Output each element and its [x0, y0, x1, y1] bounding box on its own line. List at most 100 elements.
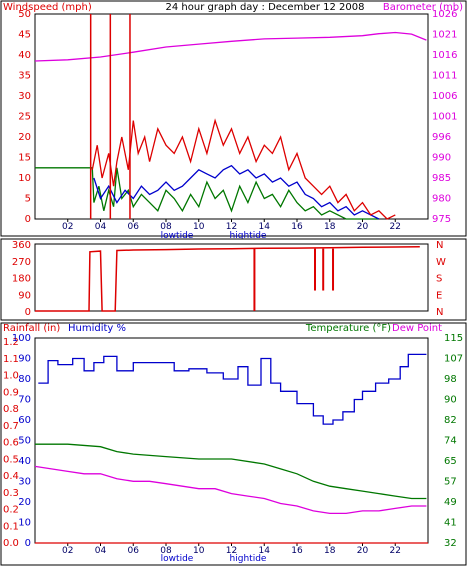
tick-label: 1016	[432, 50, 457, 61]
temperature-axis-label: Temperature (°F)	[305, 323, 391, 334]
tick-label: 180	[12, 274, 31, 285]
tick-label: 5	[25, 194, 31, 205]
tick-label: 60	[18, 415, 31, 426]
tick-label: 82	[444, 415, 457, 426]
hour-tick-label: 06	[128, 546, 140, 556]
tick-label: 15	[18, 153, 31, 164]
series-dew_point	[34, 465, 427, 515]
tick-label: 70	[18, 395, 31, 406]
tick-label: 90	[444, 395, 457, 406]
tick-label: 20	[18, 132, 31, 143]
rainfall-ticks: 1.2 1.1 1.0 0.9 0.8 0.7 0.6 0.5 0.4 0.3 0.2 0.1 0.0	[3, 337, 19, 549]
tick-label: 65	[444, 456, 457, 467]
panel-3-plot-area	[34, 337, 429, 544]
tick-label: 0	[25, 307, 31, 318]
barometer-axis-label: Barometer (mb)	[383, 2, 463, 13]
tick-label: 32	[444, 538, 457, 549]
hightide-label: hightide	[230, 231, 267, 241]
humidity-axis-label: Humidity %	[68, 323, 126, 334]
tick-label: 0.0	[3, 538, 19, 549]
tick-label: 35	[18, 71, 31, 82]
rainfall-axis-label: Rainfall (in)	[3, 323, 60, 334]
tick-label: 115	[444, 333, 463, 344]
tick-label: 74	[444, 436, 457, 447]
tick-label: 49	[444, 497, 457, 508]
tick-label: 0.7	[3, 421, 19, 432]
tick-label: 20	[18, 497, 31, 508]
panel-1-series	[34, 14, 427, 220]
tick-label: 0.1	[3, 521, 19, 532]
tick-label: 975	[432, 214, 451, 225]
tick-label: W	[436, 257, 446, 268]
hour-tick-label: 18	[324, 222, 336, 232]
tick-label: 80	[18, 374, 31, 385]
tick-label: N	[436, 307, 443, 318]
tick-label: 980	[432, 194, 451, 205]
hour-tick-label: 14	[259, 222, 271, 232]
panel-2-series	[35, 246, 420, 312]
hour-tick-label: 02	[62, 222, 73, 232]
series-wind_direction	[35, 246, 420, 312]
tick-label: 10	[18, 518, 31, 529]
hour-tick-label: 10	[193, 546, 205, 556]
tick-label: 30	[18, 477, 31, 488]
tick-label: 990	[432, 153, 451, 164]
hour-tick-label: 22	[390, 222, 401, 232]
panel-1-hour-ticks: 02 04 06 08 10 12 14 16 18 20 22	[62, 219, 401, 232]
tick-label: 0.3	[3, 488, 19, 499]
chart-title: 24 hour graph day : December 12 2008	[166, 2, 365, 13]
hour-tick-label: 16	[291, 222, 303, 232]
dewpoint-axis-label: Dew Point	[392, 323, 442, 334]
panel-3-series	[34, 353, 428, 544]
tick-label: 0.9	[3, 387, 19, 398]
tick-label: 1.0	[3, 371, 19, 382]
temperature-ticks: 115 107 98 90 82 74 65 57 49 41 32	[444, 333, 463, 549]
tick-label: 30	[18, 91, 31, 102]
tick-label: 90	[18, 354, 31, 365]
tick-label: 10	[18, 173, 31, 184]
lowtide-label-bottom: lowtide	[161, 554, 194, 564]
tick-label: 1021	[432, 30, 457, 41]
tick-label: 1011	[432, 71, 457, 82]
tick-label: 57	[444, 477, 457, 488]
tick-label: 107	[444, 354, 463, 365]
tick-label: 0.8	[3, 404, 19, 415]
tick-label: 50	[18, 436, 31, 447]
hour-tick-label: 16	[291, 546, 303, 556]
tick-label: 0	[25, 538, 31, 549]
tick-label: E	[436, 290, 442, 301]
tick-label: 1006	[432, 91, 457, 102]
tick-label: 40	[18, 50, 31, 61]
tick-label: 100	[12, 333, 31, 344]
panel-1-plot-area	[34, 13, 429, 220]
series-wind_blue	[93, 164, 380, 220]
tick-label: 40	[18, 456, 31, 467]
hour-tick-label: 20	[357, 222, 369, 232]
series-wind_red	[91, 118, 396, 220]
tick-label: 270	[12, 257, 31, 268]
tick-label: 45	[18, 30, 31, 41]
windspeed-axis-label: Windspeed (mph)	[3, 2, 92, 13]
hour-tick-label: 20	[357, 546, 369, 556]
tick-label: 1001	[432, 112, 457, 123]
panel-2-plot-area	[34, 243, 429, 312]
series-humidity	[38, 353, 427, 425]
hour-tick-label: 02	[62, 546, 73, 556]
hour-tick-label: 10	[193, 222, 205, 232]
series-barometer	[34, 31, 427, 62]
tick-label: 0.2	[3, 505, 19, 516]
hour-tick-label: 08	[160, 546, 172, 556]
tick-label: 41	[444, 518, 457, 529]
barometer-ticks: 1026 1021 1016 1011 1006 1001 996 990 985 980 975	[432, 9, 457, 225]
tick-label: N	[436, 240, 443, 251]
tick-label: 25	[18, 112, 31, 123]
hour-tick-label: 14	[259, 546, 271, 556]
hour-tick-label: 12	[226, 222, 237, 232]
hightide-label-bottom: hightide	[230, 554, 267, 564]
lowtide-label: lowtide	[161, 231, 194, 241]
tick-label: 0	[25, 214, 31, 225]
